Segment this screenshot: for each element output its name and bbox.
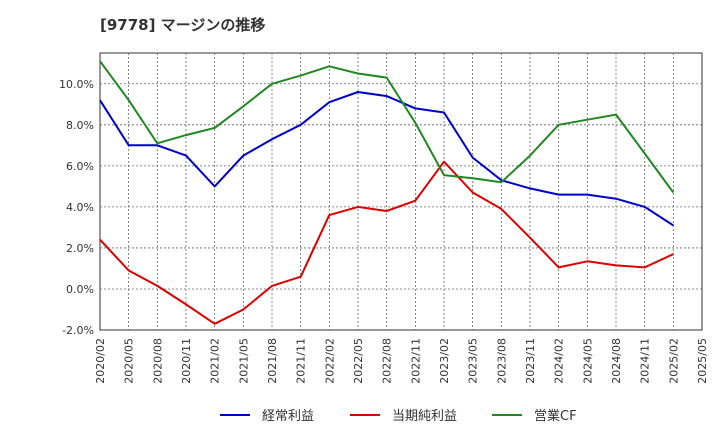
y-tick-label: -2.0% <box>62 324 94 337</box>
x-tick-label: 2020/08 <box>151 338 164 384</box>
series-lines <box>99 60 675 325</box>
x-tick-label: 2022/11 <box>409 338 422 384</box>
x-tick-label: 2024/02 <box>553 338 566 384</box>
x-tick-label: 2022/08 <box>381 338 394 384</box>
x-tick-label: 2021/02 <box>209 338 222 384</box>
axes: 2020/02 2020/05 2020/08 2020/11 2021/02 2021/… <box>59 78 709 384</box>
y-tick-label: 2.0% <box>66 242 94 255</box>
series-line-2 <box>99 160 674 325</box>
x-tick-label: 2020/02 <box>94 338 107 384</box>
y-tick-label: 8.0% <box>66 119 94 132</box>
y-tick-label: 6.0% <box>66 160 94 173</box>
x-tick-label: 2024/05 <box>581 338 594 384</box>
x-tick-label: 2021/11 <box>295 338 308 384</box>
y-tick-label: 10.0% <box>59 78 94 91</box>
x-tick-label: 2020/11 <box>180 338 193 384</box>
y-tick-label: 4.0% <box>66 201 94 214</box>
x-tick-label: 2025/02 <box>667 338 680 384</box>
x-tick-label: 2022/05 <box>352 338 365 384</box>
plot-area <box>99 52 703 331</box>
legend-label: 当期純利益 <box>392 409 457 424</box>
x-tick-label: 2021/08 <box>266 338 279 384</box>
x-tick-label: 2023/02 <box>438 338 451 384</box>
x-tick-label: 2025/05 <box>696 338 709 384</box>
grid <box>99 52 703 331</box>
legend: 経常利益 当期純利益 営業CF <box>220 408 577 424</box>
chart-title: [9778] マージンの推移 <box>100 16 266 34</box>
x-tick-label: 2023/05 <box>467 338 480 384</box>
legend-label: 営業CF <box>534 408 577 424</box>
x-tick-label: 2021/05 <box>237 338 250 384</box>
x-tick-label: 2024/11 <box>639 338 652 384</box>
series-line-1 <box>99 91 674 227</box>
legend-label: 経常利益 <box>262 409 314 424</box>
x-tick-label: 2023/08 <box>495 338 508 384</box>
y-tick-label: 0.0% <box>66 283 94 296</box>
x-tick-label: 2023/11 <box>524 338 537 384</box>
x-tick-label: 2022/02 <box>323 338 336 384</box>
x-tick-label: 2024/08 <box>610 338 623 384</box>
x-tick-label: 2020/05 <box>123 338 136 384</box>
series-line-3 <box>99 60 675 194</box>
